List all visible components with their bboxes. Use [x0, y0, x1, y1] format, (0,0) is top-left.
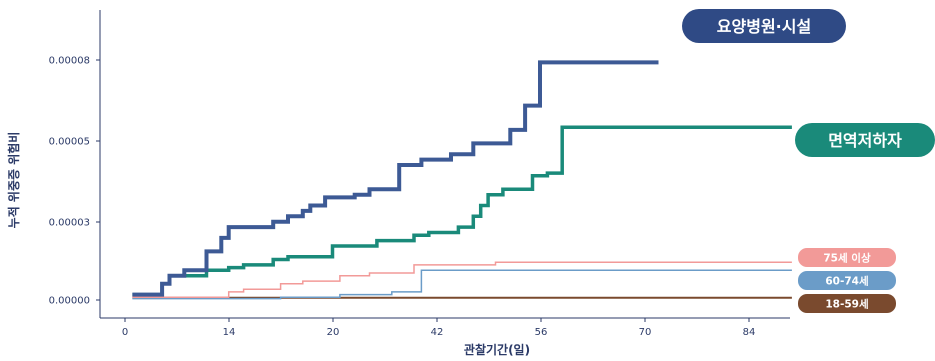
series-label-pill: 18-59세 — [798, 294, 896, 313]
series-label-pill: 60-74세 — [798, 271, 896, 290]
series-layer — [132, 60, 792, 300]
x-axis-title: 관찰기간(일) — [464, 342, 530, 357]
series-line — [132, 269, 792, 300]
y-tick-label: 0.00000 — [49, 296, 90, 307]
pill-background — [798, 294, 896, 313]
series-label-pill: 면역저하자 — [795, 123, 935, 157]
pill-background — [798, 248, 896, 267]
series-line — [132, 60, 659, 297]
x-tick-label: 42 — [431, 327, 444, 338]
y-tick-label: 0.00003 — [49, 218, 90, 229]
x-tick-label: 14 — [223, 327, 236, 338]
series-name: 18-59세 — [825, 297, 868, 310]
y-tick-label: 0.00008 — [49, 56, 90, 67]
pill-background — [795, 123, 935, 157]
y-tick-label: 0.00005 — [49, 137, 90, 148]
x-tick-label: 70 — [639, 327, 652, 338]
chart-axes: 0.00000 0.00003 0.00005 0.00008 0 14 20 42 56 70 8… — [49, 10, 790, 338]
x-tick-label: 0 — [122, 327, 128, 338]
series-name: 60-74세 — [825, 274, 868, 287]
series-name: 75세 이상 — [823, 251, 871, 264]
series-line — [132, 125, 792, 297]
pill-background — [798, 271, 896, 290]
series-name: 면역저하자 — [828, 131, 902, 150]
series-name: 요양병원·시설 — [717, 17, 811, 36]
x-tick-label: 84 — [743, 327, 756, 338]
y-axis-title: 누적 위중증 위험비 — [6, 132, 21, 229]
pill-background — [682, 9, 846, 43]
series-label-pill: 요양병원·시설 — [682, 9, 846, 43]
x-tick-label: 20 — [327, 327, 340, 338]
x-tick-label: 56 — [535, 327, 548, 338]
series-line — [132, 261, 792, 299]
series-label-pill: 75세 이상 — [798, 248, 896, 267]
